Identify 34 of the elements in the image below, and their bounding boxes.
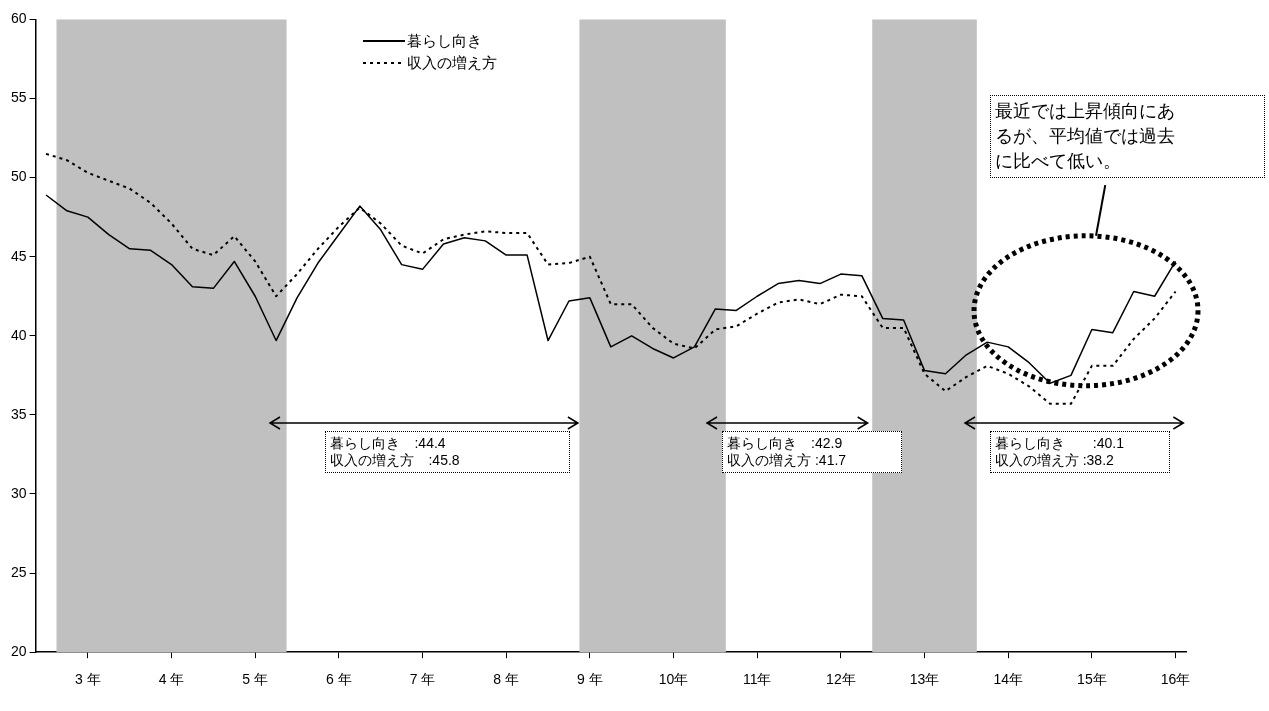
- y-tick-label: 30: [10, 484, 27, 501]
- annotation: 暮らし向き :44.4 収入の増え方 :45.8: [330, 434, 461, 469]
- x-tick-label: 15年: [1077, 671, 1107, 688]
- x-tick-label: 3 年: [75, 671, 101, 688]
- x-tick-label: 12年: [826, 671, 856, 688]
- legend-label: 暮らし向き: [407, 31, 482, 51]
- y-tick-label: 25: [10, 563, 27, 580]
- x-tick-label: 9 年: [577, 671, 603, 688]
- x-tick-label: 10年: [658, 671, 689, 688]
- annotation: 最近では上昇傾向にあるが、平均値では過去に比べて低い。: [994, 100, 1176, 174]
- y-tick-label: 60: [10, 10, 27, 27]
- legend-label: 収入の増え方: [407, 53, 497, 73]
- note-box: 最近では上昇傾向にあるが、平均値では過去に比べて低い。: [989, 95, 1265, 179]
- y-tick-label: 35: [10, 405, 27, 422]
- line-series: [45, 152, 1177, 405]
- x-tick-label: 4 年: [158, 671, 185, 688]
- annotation: 暮らし向き :40.1 収入の増え方 :38.2: [994, 434, 1125, 469]
- y-tick-label: 55: [10, 89, 27, 106]
- x-tick-label: 11年: [742, 671, 772, 688]
- x-tick-label: 8 年: [493, 671, 520, 688]
- annotation: 暮らし向き :42.9 収入の増え方 :41.7: [727, 434, 848, 469]
- x-tick-label: 7 年: [409, 671, 436, 688]
- x-tick-label: 6 年: [326, 671, 352, 688]
- x-tick-label: 14年: [993, 671, 1023, 688]
- note-box: 暮らし向き :44.4 収入の増え方 :45.8: [325, 430, 571, 473]
- y-tick-label: 45: [10, 247, 27, 264]
- x-tick-label: 5 年: [242, 671, 269, 688]
- y-tick-label: 50: [10, 168, 27, 185]
- note-box: 暮らし向き :42.9 収入の増え方 :41.7: [722, 430, 903, 473]
- y-tick-label: 40: [10, 326, 27, 343]
- x-tick-label: 16年: [1160, 671, 1191, 688]
- x-tick-label: 13年: [909, 671, 940, 688]
- note-box: 暮らし向き :40.1 収入の増え方 :38.2: [989, 430, 1170, 473]
- y-tick-label: 20: [10, 643, 27, 660]
